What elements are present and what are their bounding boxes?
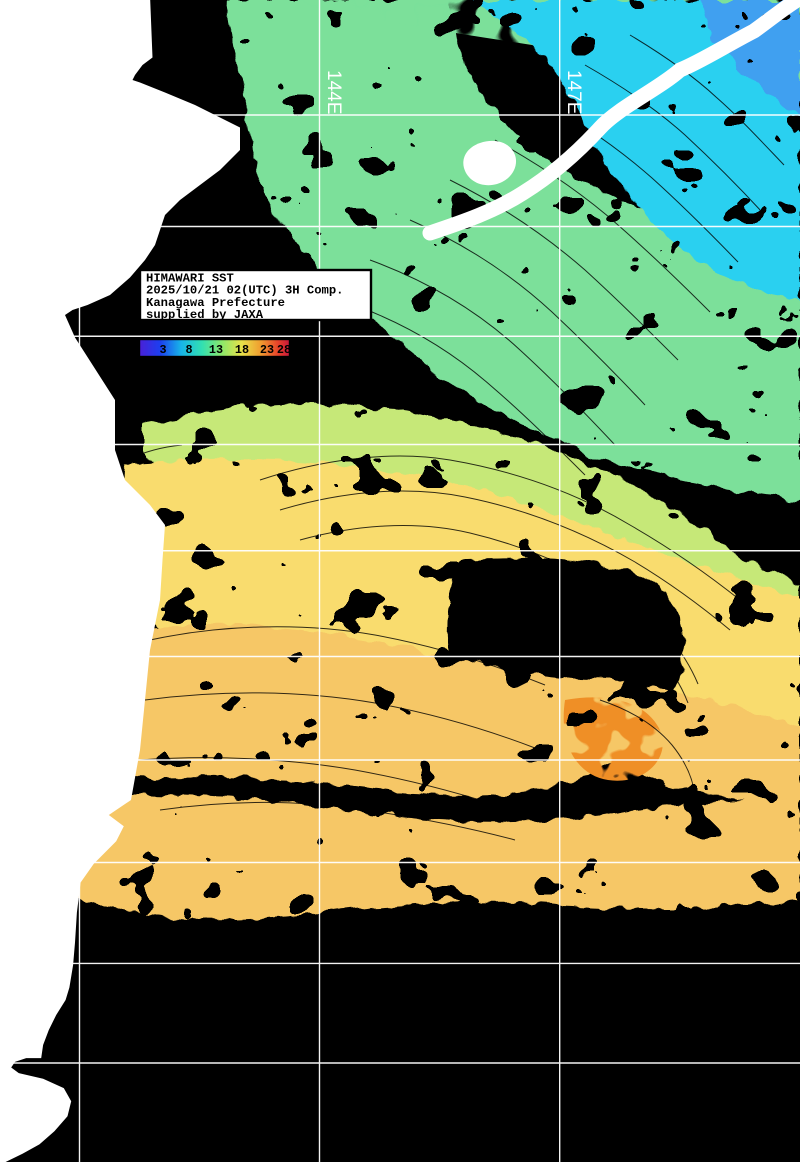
svg-text:13: 13 bbox=[209, 343, 223, 357]
svg-text:144E: 144E bbox=[323, 70, 344, 114]
svg-text:18: 18 bbox=[235, 343, 249, 357]
svg-text:45N: 45N bbox=[10, 88, 45, 109]
svg-text:23: 23 bbox=[260, 343, 274, 357]
svg-text:141E: 141E bbox=[83, 70, 104, 114]
svg-text:147E: 147E bbox=[563, 70, 584, 114]
svg-text:3: 3 bbox=[159, 343, 166, 357]
svg-text:8: 8 bbox=[185, 343, 192, 357]
svg-text:28: 28 bbox=[277, 343, 291, 357]
svg-text:supplied by JAXA: supplied by JAXA bbox=[146, 308, 264, 322]
